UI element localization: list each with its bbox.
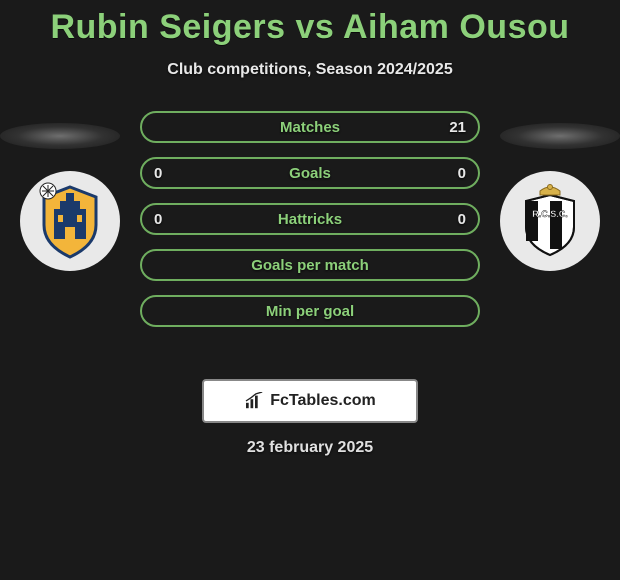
stat-row: Min per goal — [140, 295, 480, 327]
shadow-left — [0, 123, 120, 149]
date-label: 23 february 2025 — [0, 439, 620, 457]
stat-value-left: 0 — [154, 211, 162, 228]
club-badge-left — [20, 171, 120, 271]
bar-chart-icon — [244, 392, 266, 410]
stat-label: Min per goal — [266, 303, 354, 320]
stat-label: Matches — [280, 119, 340, 136]
stat-label: Goals — [289, 165, 331, 182]
watermark-text: FcTables.com — [270, 392, 376, 410]
page-title: Rubin Seigers vs Aiham Ousou — [0, 8, 620, 47]
stat-row: Goals per match — [140, 249, 480, 281]
stats-list: Matches 21 Goals 0 0 Hattricks 0 0 Goals per mat… — [140, 111, 480, 327]
stat-label: Goals per match — [251, 257, 369, 274]
stat-value-right: 0 — [458, 165, 466, 182]
stat-value-left: 0 — [154, 165, 162, 182]
stat-label: Hattricks — [278, 211, 342, 228]
subtitle: Club competitions, Season 2024/2025 — [0, 61, 620, 79]
stat-row: Matches 21 — [140, 111, 480, 143]
club-badge-right: R.C.S.C. — [500, 171, 600, 271]
shadow-right — [500, 123, 620, 149]
westerlo-crest-icon — [30, 181, 110, 261]
comparison-area: R.C.S.C. Matches21Goals00Hattricks00Goal… — [0, 111, 620, 371]
svg-text:R.C.S.C.: R.C.S.C. — [532, 209, 568, 219]
charleroi-crest-icon: R.C.S.C. — [510, 181, 590, 261]
stat-row: Hattricks 0 0 — [140, 203, 480, 235]
watermark: FcTables.com — [202, 379, 418, 423]
stat-row: Goals 0 0 — [140, 157, 480, 189]
stat-value-right: 21 — [449, 119, 466, 136]
stat-value-right: 0 — [458, 211, 466, 228]
